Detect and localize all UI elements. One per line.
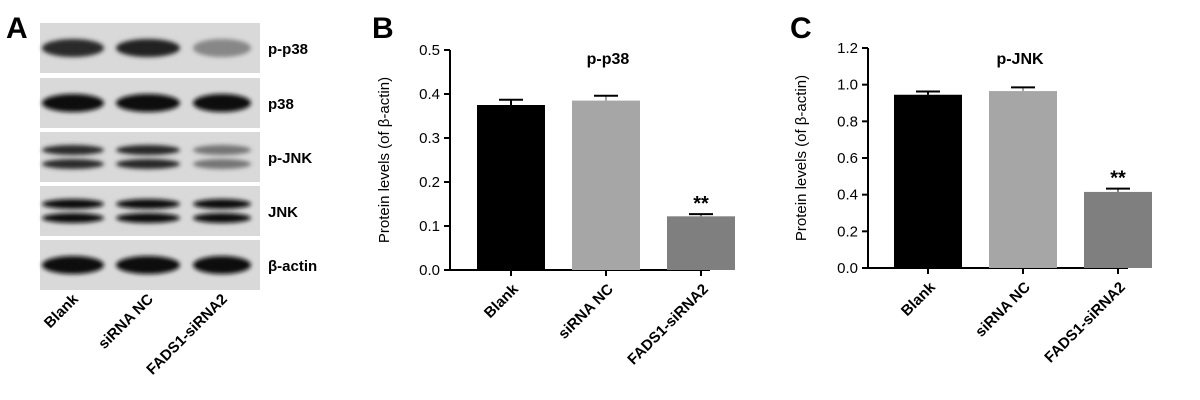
x-tick-label: FADS1-siRNA2 bbox=[1041, 279, 1128, 366]
bar bbox=[989, 91, 1057, 268]
bar-chart-p-p38: p-p38 Protein levels (of β-actin) 0.0 0.1 0.… bbox=[376, 42, 735, 368]
blot-band bbox=[42, 145, 104, 155]
blot-band bbox=[116, 213, 180, 223]
panel-label-c: C bbox=[790, 12, 812, 45]
blot-lane-label: Blank bbox=[41, 290, 82, 331]
blot-row-label: β-actin bbox=[268, 258, 317, 275]
blot-band bbox=[42, 213, 104, 223]
blot-row-label: p38 bbox=[268, 96, 294, 113]
y-tick-label: 0.5 bbox=[419, 42, 440, 59]
y-axis-label: Protein levels (of β-actin) bbox=[793, 75, 810, 241]
blot-band bbox=[193, 159, 251, 169]
blot-row-label: JNK bbox=[268, 204, 298, 221]
y-tick-label: 0.0 bbox=[837, 260, 858, 277]
blot-band bbox=[193, 94, 251, 112]
bar bbox=[894, 94, 962, 268]
chart-title: p-p38 bbox=[587, 51, 630, 68]
x-tick-label: Blank bbox=[898, 278, 939, 319]
bar bbox=[1084, 191, 1152, 268]
y-tick-label: 1.0 bbox=[837, 77, 858, 94]
y-tick-label: 0.2 bbox=[419, 174, 440, 191]
western-blot: p-p38 p38 p-JNK JNK β-actin Blank siRNA NCFADS… bbox=[40, 23, 317, 378]
bar bbox=[477, 105, 545, 270]
y-tick-label: 0.1 bbox=[419, 218, 440, 235]
panel-label-b: B bbox=[372, 12, 394, 45]
x-tick-label: siRNA NC bbox=[555, 281, 617, 343]
blot-band bbox=[193, 39, 251, 57]
y-tick-label: 1.2 bbox=[837, 40, 858, 57]
x-tick-label: Blank bbox=[481, 280, 522, 321]
blot-band bbox=[42, 159, 104, 169]
blot-band bbox=[116, 159, 180, 169]
blot-band bbox=[42, 199, 104, 209]
x-tick-label: siRNA NC bbox=[972, 279, 1034, 341]
blot-lane-label: FADS1-siRNA2 bbox=[143, 291, 230, 378]
blot-band bbox=[42, 39, 104, 57]
blot-row-label: p-p38 bbox=[268, 41, 308, 58]
y-tick-label: 0.6 bbox=[837, 150, 858, 167]
chart-title: p-JNK bbox=[996, 51, 1044, 68]
blot-band bbox=[116, 199, 180, 209]
blot-band bbox=[116, 256, 180, 274]
y-tick-label: 0.0 bbox=[419, 262, 440, 279]
blot-band bbox=[42, 94, 104, 112]
blot-lane-label: siRNA NC bbox=[95, 291, 157, 353]
blot-band bbox=[193, 199, 251, 209]
blot-band bbox=[193, 256, 251, 274]
blot-band bbox=[116, 145, 180, 155]
bar bbox=[572, 100, 640, 270]
blot-band bbox=[42, 256, 104, 274]
bar-chart-p-jnk: p-JNK Protein levels (of β-actin) 0.0 0.2 0.… bbox=[793, 40, 1152, 366]
blot-band bbox=[116, 94, 180, 112]
y-tick-label: 0.4 bbox=[419, 86, 440, 103]
blot-band bbox=[193, 213, 251, 223]
y-tick-label: 0.3 bbox=[419, 130, 440, 147]
y-tick-label: 0.4 bbox=[837, 187, 858, 204]
bar bbox=[667, 216, 735, 270]
blot-row-label: p-JNK bbox=[268, 150, 312, 167]
y-axis-label: Protein levels (of β-actin) bbox=[376, 77, 393, 243]
blot-membrane bbox=[40, 186, 260, 236]
y-tick-label: 0.8 bbox=[837, 113, 858, 130]
blot-membrane bbox=[40, 132, 260, 182]
blot-band bbox=[116, 39, 180, 57]
x-tick-label: FADS1-siRNA2 bbox=[624, 281, 711, 368]
significance-marker: ** bbox=[1110, 168, 1126, 190]
significance-marker: ** bbox=[693, 193, 709, 215]
blot-band bbox=[193, 145, 251, 155]
y-tick-label: 0.2 bbox=[837, 223, 858, 240]
panel-label-a: A bbox=[6, 12, 28, 45]
